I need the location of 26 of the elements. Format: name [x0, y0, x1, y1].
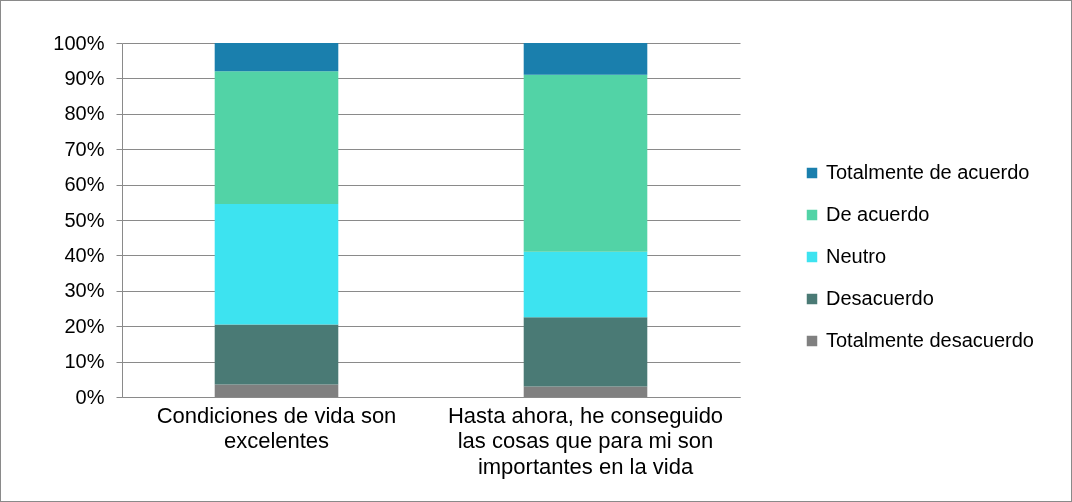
y-tick-label: 60% — [64, 173, 105, 196]
y-tick-label: 50% — [64, 208, 105, 231]
legend-label: Totalmente desacuerdo — [826, 329, 1034, 351]
y-tick-label: 10% — [64, 350, 105, 373]
y-tick-label: 20% — [64, 314, 105, 337]
y-tick-label: 70% — [64, 137, 105, 160]
y-tick-label: 90% — [64, 66, 105, 89]
x-tick-label: Condiciones de vida son excelentes — [156, 402, 397, 453]
bar — [523, 43, 648, 75]
bar — [523, 317, 648, 387]
bar — [523, 251, 648, 318]
legend-label: Neutro — [826, 245, 887, 267]
bar — [214, 43, 339, 72]
bar — [214, 324, 339, 385]
bar — [214, 71, 339, 205]
legend-label: Desacuerdo — [826, 287, 934, 309]
bar — [523, 74, 648, 252]
y-tick-label: 100% — [53, 31, 105, 54]
y-tick-label: 0% — [75, 385, 105, 408]
x-tick-label: Hasta ahora, he conseguido las cosas que para mi son importantes en la vida — [447, 402, 724, 479]
legend-label: Totalmente de acuerdo — [826, 161, 1030, 183]
y-tick-label: 30% — [64, 279, 105, 302]
legend-label: De acuerdo — [826, 203, 930, 225]
y-tick-label: 40% — [64, 243, 105, 266]
y-tick-label: 80% — [64, 102, 105, 125]
bar — [214, 204, 339, 325]
